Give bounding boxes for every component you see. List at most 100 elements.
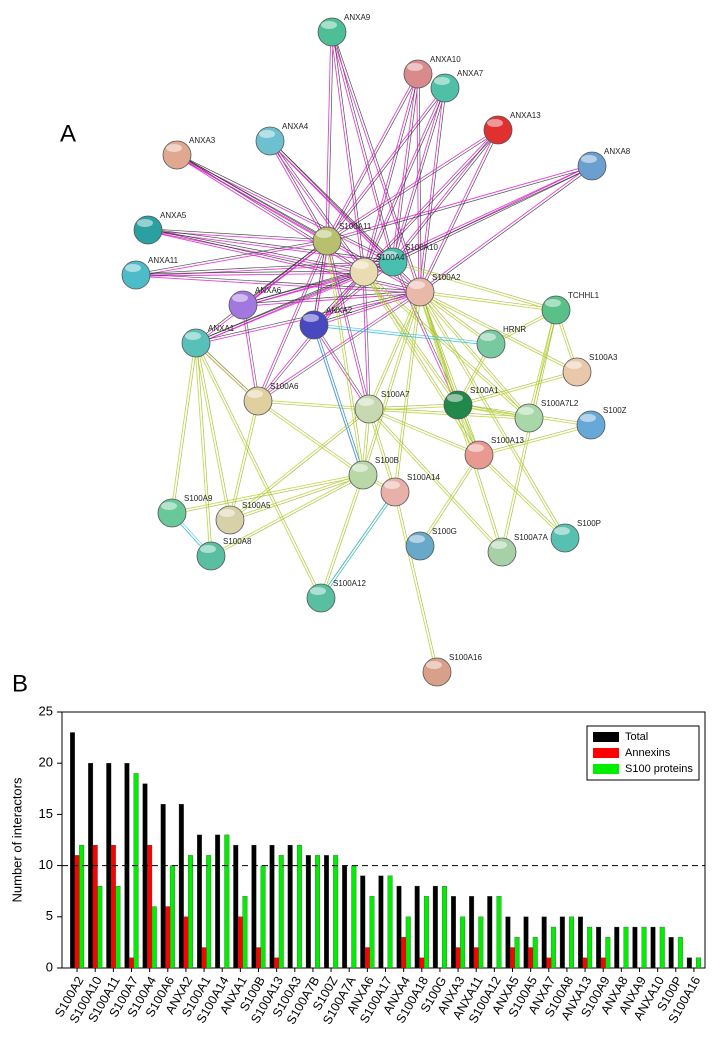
bar (201, 947, 207, 969)
node-highlight (321, 21, 337, 29)
edge (327, 240, 371, 409)
node-label: TCHHL1 (568, 291, 600, 300)
node-highlight (409, 281, 425, 289)
bar (478, 916, 484, 969)
legend-swatch (593, 764, 619, 774)
edge (393, 88, 447, 263)
edge (477, 455, 565, 540)
bar (546, 957, 552, 969)
bar (387, 875, 393, 969)
node-label: S100A14 (407, 473, 440, 482)
node-label: S100A12 (333, 579, 366, 588)
node-label: ANXA4 (282, 122, 309, 131)
node-label: ANXA13 (510, 111, 541, 120)
bar (242, 896, 248, 969)
bar (287, 844, 293, 969)
bar (587, 926, 593, 969)
bar (315, 855, 320, 969)
node-label: S100A16 (449, 653, 482, 662)
bar (496, 896, 502, 969)
bar (405, 916, 411, 969)
edge (457, 370, 577, 405)
edge (242, 290, 420, 305)
edge (419, 292, 556, 312)
edge (420, 130, 500, 293)
bar (605, 937, 611, 969)
node-highlight (545, 299, 561, 307)
edge (420, 291, 504, 552)
edge (136, 241, 328, 277)
bar (378, 875, 384, 969)
bar (510, 947, 515, 969)
edge (418, 292, 529, 420)
node-highlight (259, 130, 275, 138)
node-highlight (303, 314, 319, 322)
node-label: ANXA10 (430, 55, 461, 64)
node-highlight (161, 502, 177, 510)
edge (362, 272, 529, 420)
edge (369, 408, 397, 492)
node-label: ANXA3 (189, 136, 216, 145)
edge (327, 74, 420, 242)
edge (332, 31, 422, 292)
node-label: ANXA2 (326, 306, 353, 315)
edge (135, 260, 393, 275)
edge (420, 88, 447, 293)
bar (224, 834, 230, 969)
bar (419, 957, 425, 969)
bar (110, 844, 116, 969)
node-label: S100A3 (589, 353, 618, 362)
bar (251, 844, 257, 969)
edge (391, 87, 445, 262)
node-label: S100A7L2 (541, 399, 579, 408)
bar (129, 957, 134, 969)
edge (257, 401, 369, 411)
bar (569, 916, 574, 969)
node-label: S100A13 (491, 436, 524, 445)
bar (364, 947, 370, 969)
bar (582, 957, 588, 969)
bar (686, 957, 692, 969)
node-highlight (554, 527, 570, 535)
edge (230, 401, 260, 521)
bar (414, 885, 420, 969)
edge (171, 473, 363, 513)
node-highlight (382, 251, 398, 259)
node-highlight (352, 464, 368, 472)
edge (418, 292, 565, 539)
node-highlight (518, 407, 534, 415)
edge (148, 228, 394, 262)
node-highlight (468, 444, 484, 452)
node-highlight (384, 481, 400, 489)
edge (364, 270, 531, 418)
edge (243, 241, 328, 307)
edge (420, 291, 481, 455)
bar (151, 906, 157, 969)
edge (210, 473, 363, 556)
edge (230, 475, 364, 522)
edge (395, 292, 422, 493)
bar (528, 947, 534, 969)
edge (312, 325, 369, 410)
bar (333, 855, 339, 969)
edge (241, 305, 258, 402)
edge (362, 128, 498, 272)
bar (70, 732, 75, 969)
edge (194, 343, 321, 599)
edge (391, 262, 458, 406)
edge (420, 291, 567, 538)
edge (148, 228, 328, 241)
node-label: S100G (432, 527, 457, 536)
bar (677, 937, 683, 969)
edge (258, 399, 370, 409)
bar (469, 896, 475, 969)
edge (420, 290, 578, 372)
node-label: S100A5 (242, 501, 271, 510)
edge (361, 291, 420, 475)
bar (578, 916, 583, 969)
bar (169, 865, 175, 969)
bar (142, 783, 148, 969)
node-label: S100Z (603, 406, 627, 415)
bar (614, 926, 620, 969)
